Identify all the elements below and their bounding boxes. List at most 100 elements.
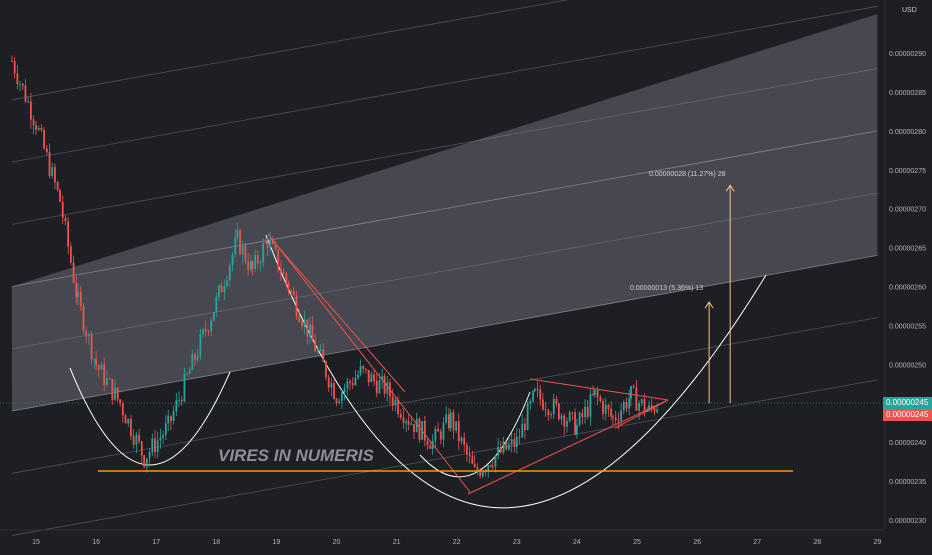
candle-body [378,379,381,394]
candle-body [578,412,581,425]
x-tick-label: 21 [393,539,401,546]
channel-line [11,254,878,412]
triangle-inner-right [614,399,669,429]
channel-line [11,68,878,225]
candle-body [180,399,183,402]
candle-body [170,415,172,421]
candle-body [314,339,317,352]
candle-body [351,383,354,386]
candle-body [632,386,635,388]
candle-body [471,456,474,464]
candle-body [481,471,484,477]
candle-body [183,373,186,402]
candle-body [277,249,280,270]
candle-body [656,409,659,413]
candle-body [266,240,269,248]
candle-body [418,418,421,440]
candle-body [628,398,631,409]
channel-line [11,379,878,536]
candle-body [362,366,365,369]
candle-body [11,60,13,62]
candle-body [473,463,476,468]
candle-body [555,398,558,404]
candle-body [251,261,254,270]
x-tick-label: 22 [453,539,461,546]
candle-body [67,221,70,247]
measure-label-large: 0.00000028 (11.27%) 28 [649,171,726,178]
candle-body [594,389,596,395]
x-tick-label: 18 [212,539,220,546]
candle-body [103,364,106,385]
candle-body [130,418,132,437]
candle-body [557,403,560,420]
candle-body [650,405,653,408]
triangle-upper-left [267,233,471,493]
candle-body [72,262,75,283]
y-tick-label: 0.00000260 [889,285,926,292]
candlestick-series [11,55,659,479]
x-tick-label: 28 [813,539,821,546]
candle-body [452,412,455,431]
watermark-text: VIRES IN NUMERIS [218,446,375,465]
candle-body [202,329,204,335]
y-tick-label: 0.00000275 [889,168,926,175]
candle-body [487,465,490,472]
candle-body [167,415,170,424]
candle-body [162,435,165,438]
candle-body [151,438,154,453]
candle-body [111,379,114,400]
candle-body [90,334,93,360]
candle-body [405,421,408,424]
candle-body [622,402,625,411]
candle-body [394,399,397,406]
candle-body [241,246,244,255]
candle-body [386,382,389,394]
candle-body [21,83,24,86]
candle-body [502,441,505,453]
candle-body [127,418,130,424]
candle-body [254,255,256,270]
measure-arrows[interactable] [704,184,735,404]
y-tick-label: 0.00000255 [889,323,926,330]
y-tick-label: 0.00000230 [889,518,926,525]
candle-body [95,359,97,366]
candle-body [140,441,143,456]
candle-body [311,324,314,340]
candle-body [121,403,124,416]
candle-body [399,414,402,418]
candle-body [544,409,547,411]
candle-body [653,407,656,413]
candle-body [610,408,613,417]
candle-body [87,334,90,337]
candle-body [397,399,400,415]
candle-body [460,437,463,442]
x-tick-label: 20 [333,539,341,546]
candle-body [620,410,622,421]
candle-body [354,377,357,386]
candle-body [48,152,51,176]
time-axis[interactable]: 15 16 17 18 19 20 21 22 23 24 25 26 27 28 29 [32,539,881,546]
candle-body [526,403,529,430]
candle-body [135,434,138,445]
candle-body [292,291,295,296]
x-tick-label: 15 [32,539,40,546]
candle-body [178,399,180,401]
candle-body [108,378,111,380]
channel-line [11,5,878,163]
triangle-upper-right [529,378,669,401]
candle-body [589,393,592,417]
candle-body [271,240,274,244]
measure-arrow-head [725,184,735,192]
candle-body [309,324,311,337]
candle-body [295,295,298,316]
channel-line [11,192,878,350]
candle-body [264,240,267,244]
candle-body [124,415,127,424]
candle-body [586,406,589,417]
candle-body [499,446,502,453]
candle-body [79,291,82,307]
candle-body [476,467,479,472]
candle-body [196,356,199,360]
